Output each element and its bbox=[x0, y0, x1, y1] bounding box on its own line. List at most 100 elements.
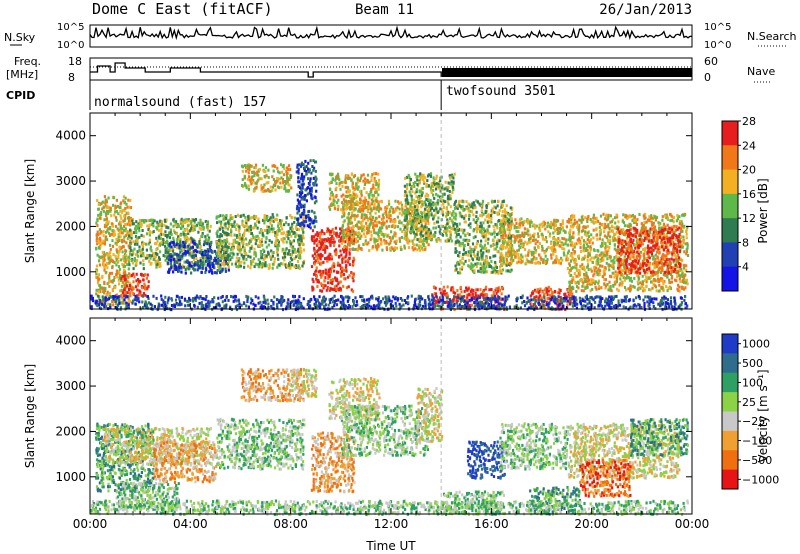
range-cell bbox=[313, 211, 316, 215]
range-cell bbox=[132, 240, 135, 244]
range-cell bbox=[261, 243, 264, 247]
range-cell bbox=[289, 175, 292, 179]
range-cell bbox=[129, 246, 132, 250]
range-cell bbox=[288, 164, 291, 168]
range-cell bbox=[447, 239, 450, 243]
range-cell bbox=[103, 254, 106, 258]
range-cell bbox=[434, 286, 437, 290]
range-cell bbox=[486, 229, 489, 233]
range-cell bbox=[456, 207, 459, 210]
range-cell bbox=[244, 252, 248, 255]
range-cell bbox=[511, 247, 514, 251]
range-cell bbox=[190, 264, 193, 268]
range-cell bbox=[222, 214, 225, 218]
range-cell bbox=[479, 221, 482, 225]
range-cell bbox=[382, 219, 385, 223]
range-cell bbox=[299, 192, 303, 196]
range-cell bbox=[521, 244, 524, 248]
range-cell bbox=[184, 271, 187, 275]
range-cell bbox=[487, 237, 490, 241]
range-cell bbox=[412, 228, 415, 232]
range-cell bbox=[102, 229, 105, 233]
range-cell bbox=[453, 308, 456, 312]
range-cell bbox=[541, 237, 545, 241]
range-cell bbox=[348, 238, 351, 242]
range-cell bbox=[312, 168, 315, 172]
range-cell bbox=[355, 200, 358, 204]
range-cell bbox=[440, 288, 444, 292]
range-cell bbox=[102, 264, 106, 268]
range-cell bbox=[173, 231, 176, 235]
range-cell bbox=[119, 209, 122, 213]
range-cell bbox=[432, 226, 435, 230]
range-cell bbox=[437, 216, 440, 220]
range-cell bbox=[253, 257, 256, 261]
range-cell bbox=[284, 255, 287, 259]
range-cell bbox=[117, 265, 120, 268]
freq-label-line2: [MHz] bbox=[6, 68, 38, 81]
range-cell bbox=[300, 188, 303, 192]
range-cell bbox=[124, 278, 127, 282]
range-cell bbox=[537, 235, 540, 239]
range-cell bbox=[241, 165, 244, 169]
range-cell bbox=[393, 220, 396, 224]
range-cell bbox=[509, 261, 512, 265]
range-cell bbox=[112, 278, 116, 282]
range-cell bbox=[458, 200, 461, 204]
range-time-feature bbox=[165, 240, 230, 275]
range-cell bbox=[469, 254, 473, 258]
range-cell bbox=[313, 166, 316, 170]
range-cell bbox=[322, 248, 325, 251]
range-cell bbox=[247, 184, 250, 188]
range-cell bbox=[485, 256, 488, 260]
range-cell bbox=[366, 225, 369, 228]
range-cell bbox=[498, 209, 501, 212]
range-cell bbox=[114, 254, 117, 258]
range-cell bbox=[435, 301, 438, 304]
range-cell bbox=[143, 220, 146, 224]
range-cell bbox=[195, 257, 198, 261]
range-cell bbox=[519, 256, 523, 260]
range-cell bbox=[447, 194, 450, 198]
range-cell bbox=[509, 225, 512, 229]
range-cell bbox=[285, 240, 288, 244]
range-cell bbox=[547, 245, 550, 249]
range-cell bbox=[119, 214, 122, 218]
range-cell bbox=[254, 181, 257, 185]
range-cell bbox=[463, 289, 466, 293]
range-cell bbox=[133, 231, 136, 235]
range-cell bbox=[458, 222, 461, 226]
noise-right-tick-top: 10^5 bbox=[704, 22, 731, 33]
range-cell bbox=[463, 216, 466, 220]
range-cell bbox=[303, 166, 307, 170]
range-cell bbox=[117, 228, 120, 232]
range-cell bbox=[456, 233, 459, 237]
range-cell bbox=[347, 194, 350, 198]
range-cell bbox=[476, 240, 479, 244]
range-cell bbox=[296, 249, 299, 253]
range-cell bbox=[329, 243, 332, 247]
range-cell bbox=[98, 236, 102, 240]
range-cell bbox=[104, 198, 107, 202]
range-cell bbox=[113, 276, 116, 279]
range-cell bbox=[416, 233, 419, 237]
range-cell bbox=[444, 239, 447, 243]
range-cell bbox=[185, 219, 188, 223]
range-cell bbox=[242, 224, 245, 228]
range-cell bbox=[178, 246, 181, 250]
range-cell bbox=[123, 218, 126, 222]
range-cell bbox=[419, 226, 422, 229]
range-cell bbox=[478, 225, 481, 229]
range-cell bbox=[463, 215, 466, 219]
range-cell bbox=[103, 242, 106, 246]
range-cell bbox=[395, 239, 398, 243]
range-cell bbox=[554, 249, 557, 253]
range-cell bbox=[332, 195, 335, 199]
range-cell bbox=[296, 204, 299, 208]
range-cell bbox=[471, 242, 475, 246]
range-cell bbox=[184, 268, 187, 272]
range-cell bbox=[364, 239, 367, 243]
range-cell bbox=[118, 276, 121, 280]
range-cell bbox=[262, 257, 265, 261]
range-cell bbox=[253, 252, 256, 256]
